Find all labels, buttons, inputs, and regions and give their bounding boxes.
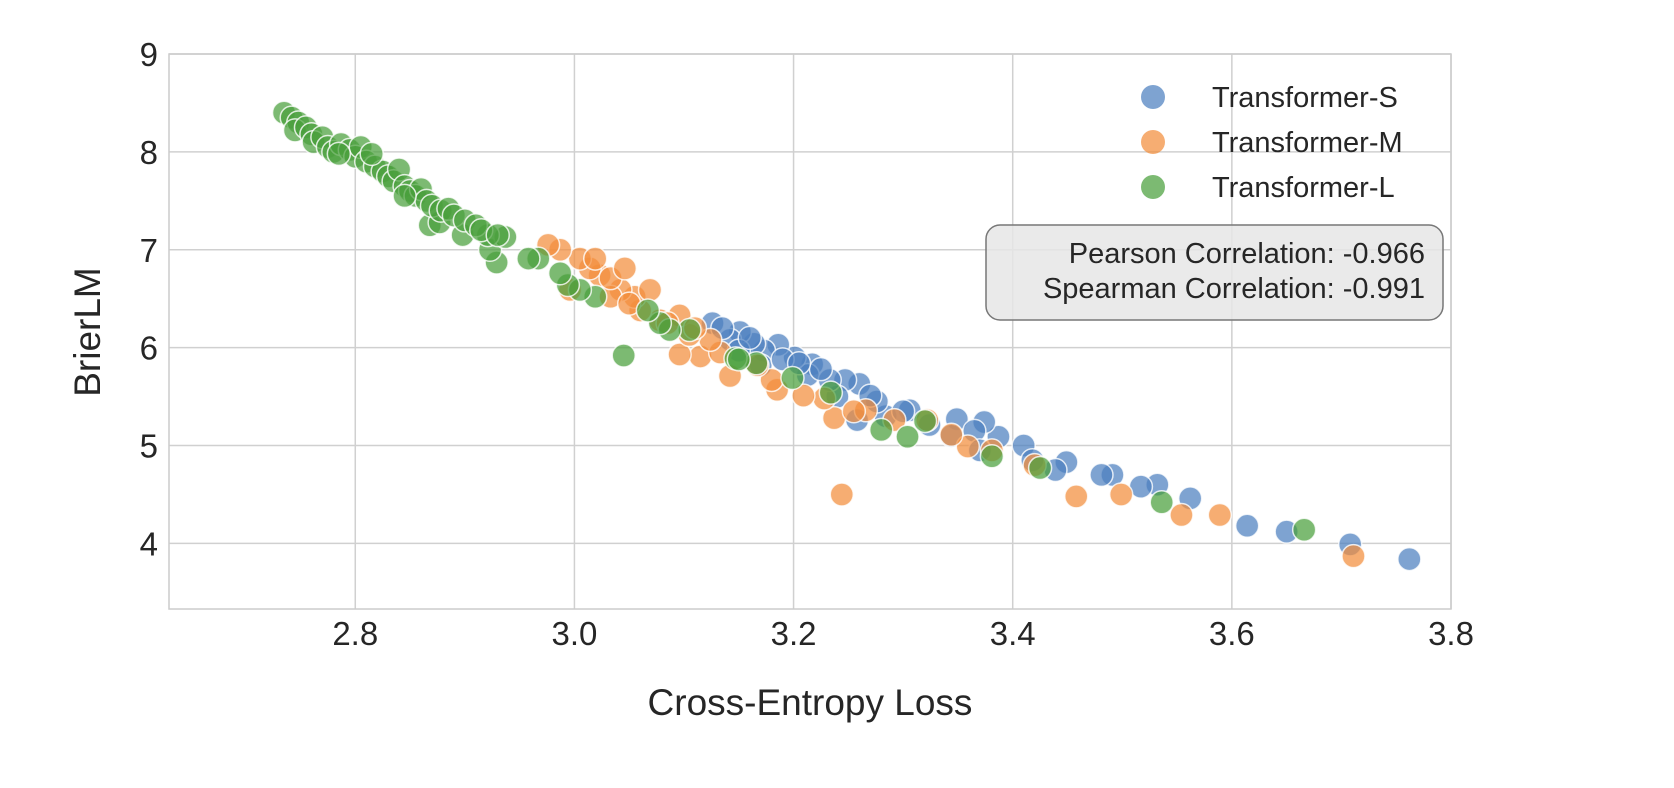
legend-marker-transformer-m (1141, 130, 1165, 154)
y-tick-label: 7 (140, 232, 158, 269)
pearson-text: Pearson Correlation: -0.966 (1069, 238, 1425, 270)
data-point-transformer-l (547, 261, 573, 286)
data-point-transformer-l (818, 380, 844, 405)
data-point-transformer-s (737, 325, 762, 351)
data-point-transformer-l (1027, 455, 1053, 481)
legend-label: Transformer-M (1212, 127, 1403, 159)
y-ticks: 4 5 6 7 8 9 (140, 36, 158, 562)
data-point-transformer-l (1291, 517, 1317, 542)
data-point-transformer-l (516, 246, 541, 271)
x-tick-label: 3.2 (771, 615, 817, 652)
data-point-transformer-l (485, 222, 510, 248)
data-point-transformer-m (1064, 484, 1089, 509)
data-point-transformer-m (955, 434, 981, 459)
data-point-transformer-l (359, 141, 384, 167)
data-point-transformer-m (612, 256, 638, 281)
correlation-box: Pearson Correlation: -0.966 Spearman Cor… (985, 224, 1444, 321)
data-point-transformer-l (868, 417, 894, 443)
legend-label: Transformer-L (1212, 172, 1395, 204)
data-point-transformer-m (829, 482, 855, 507)
data-point-transformer-s (808, 356, 834, 382)
data-point-transformer-m (841, 399, 867, 424)
x-tick-label: 3.6 (1209, 615, 1255, 652)
data-point-transformer-s (1234, 513, 1260, 539)
y-tick-label: 6 (140, 330, 158, 367)
legend: Transformer-S Transformer-M Transformer-L (1141, 82, 1403, 204)
data-points (271, 100, 1422, 572)
x-tick-label: 2.8 (332, 615, 378, 652)
data-point-transformer-m (637, 277, 663, 303)
data-point-transformer-s (1089, 462, 1114, 488)
data-point-transformer-l (780, 365, 805, 391)
data-point-transformer-l (1149, 490, 1174, 515)
x-axis-label: Cross-Entropy Loss (648, 682, 973, 723)
data-point-transformer-m (791, 383, 816, 408)
data-point-transformer-s (1397, 546, 1422, 572)
y-tick-label: 5 (140, 428, 158, 465)
data-point-transformer-l (895, 424, 920, 449)
data-point-transformer-m (1169, 502, 1194, 528)
legend-marker-transformer-s (1141, 85, 1165, 109)
y-axis-label: BrierLM (67, 267, 108, 397)
legend-marker-transformer-l (1141, 175, 1165, 199)
data-point-transformer-l (726, 347, 752, 372)
data-point-transformer-l (912, 408, 938, 434)
x-tick-label: 3.4 (990, 615, 1036, 652)
data-point-transformer-m (1207, 502, 1233, 528)
data-point-transformer-l (326, 141, 352, 167)
data-point-transformer-m (667, 342, 692, 367)
y-tick-label: 8 (140, 134, 158, 171)
x-ticks: 2.8 3.0 3.2 3.4 3.6 3.8 (332, 615, 1474, 652)
correlation-box-bg (985, 224, 1444, 321)
spearman-text: Spearman Correlation: -0.991 (1043, 273, 1425, 305)
plot-frame (168, 53, 1452, 610)
data-point-transformer-l (611, 343, 636, 368)
data-point-transformer-l (635, 298, 661, 323)
data-point-transformer-l (392, 183, 417, 209)
y-tick-label: 4 (140, 525, 158, 562)
data-point-transformer-l (979, 444, 1005, 469)
data-point-transformer-m (1341, 543, 1366, 569)
data-point-transformer-m (1108, 482, 1134, 507)
legend-label: Transformer-S (1212, 82, 1398, 114)
x-tick-label: 3.0 (551, 615, 597, 652)
x-tick-label: 3.8 (1428, 615, 1474, 652)
data-point-transformer-m (582, 246, 608, 271)
y-tick-label: 9 (140, 36, 158, 73)
data-point-transformer-m (939, 422, 964, 448)
